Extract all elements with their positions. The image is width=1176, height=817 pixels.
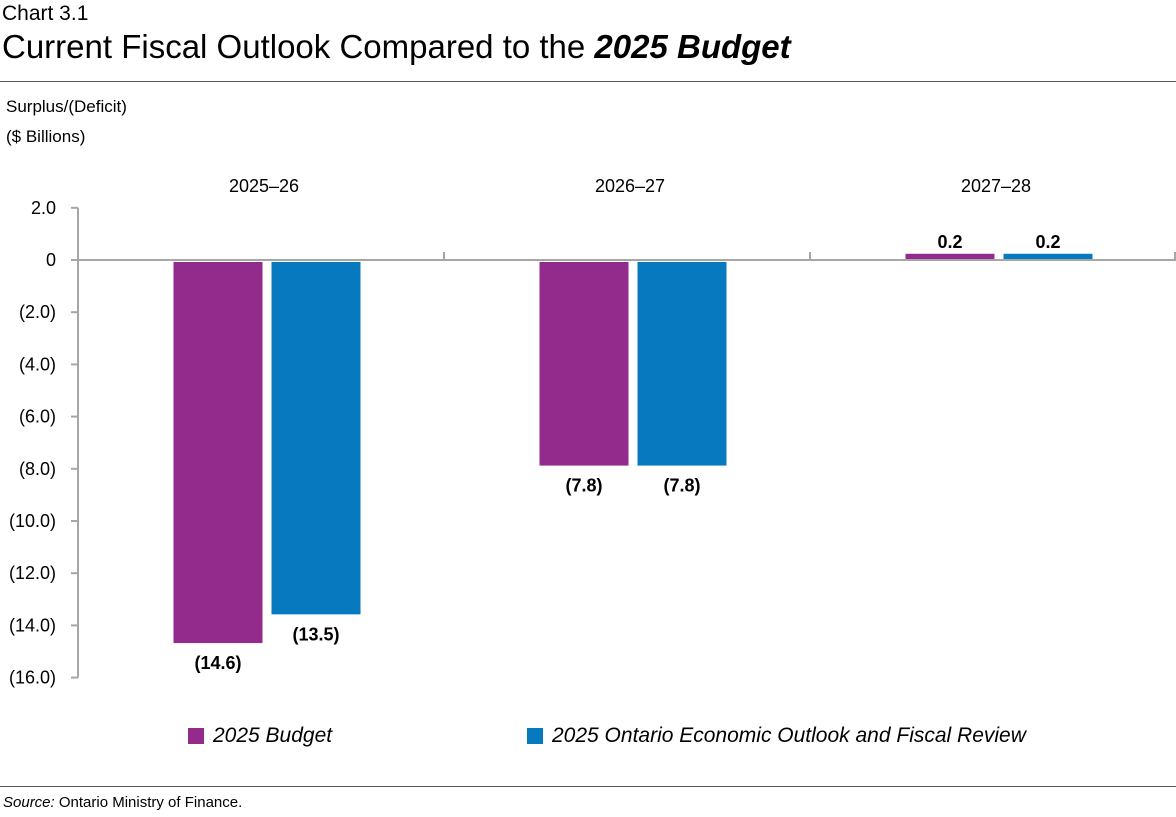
bar-fall-economic-statement bbox=[271, 262, 361, 615]
chart-label: Chart 3.1 bbox=[2, 2, 89, 25]
data-label: (13.5) bbox=[292, 624, 339, 644]
y-tick-label: (8.0) bbox=[19, 459, 56, 479]
bar-fall-economic-statement bbox=[1003, 253, 1093, 259]
bar-budget bbox=[905, 253, 995, 259]
y-tick-label: (10.0) bbox=[9, 511, 56, 531]
y-tick-label: 0 bbox=[46, 250, 56, 270]
source-note: Source: Ontario Ministry of Finance. bbox=[3, 794, 242, 811]
legend-item-budget: 2025 Budget bbox=[188, 724, 332, 748]
title-italic: 2025 Budget bbox=[594, 28, 791, 65]
y-tick-label: (4.0) bbox=[19, 354, 56, 374]
y-tick-label: (16.0) bbox=[9, 668, 56, 688]
source-rule bbox=[0, 786, 1176, 787]
legend-swatch-budget bbox=[188, 728, 204, 744]
bar-budget bbox=[173, 262, 263, 644]
y-tick-label: (14.0) bbox=[9, 615, 56, 635]
data-label: (7.8) bbox=[565, 476, 602, 496]
bar-budget bbox=[539, 262, 629, 466]
chart-title: Current Fiscal Outlook Compared to the 2… bbox=[2, 28, 791, 66]
title-main: Current Fiscal Outlook Compared to the bbox=[2, 28, 595, 65]
data-label: 0.2 bbox=[937, 232, 962, 252]
y-tick-label: (2.0) bbox=[19, 302, 56, 322]
data-label: (7.8) bbox=[663, 476, 700, 496]
legend-label-fall-economic-statement: 2025 Ontario Economic Outlook and Fiscal… bbox=[552, 724, 1026, 747]
source-text: Ontario Ministry of Finance. bbox=[54, 794, 243, 811]
bar-fall-economic-statement bbox=[637, 262, 727, 466]
title-rule bbox=[0, 81, 1176, 82]
y-axis-label-line1: Surplus/(Deficit) bbox=[6, 97, 127, 116]
source-label: Source: bbox=[3, 794, 55, 811]
data-label: (14.6) bbox=[194, 653, 241, 673]
y-tick-label: 2.0 bbox=[31, 198, 56, 218]
y-axis-label-line2: ($ Billions) bbox=[6, 127, 86, 146]
legend-label-budget: 2025 Budget bbox=[213, 724, 333, 747]
y-tick-label: (12.0) bbox=[9, 563, 56, 583]
legend-item-fall-economic-statement: 2025 Ontario Economic Outlook and Fiscal… bbox=[527, 724, 1026, 748]
category-label: 2026–27 bbox=[595, 176, 665, 196]
category-label: 2025–26 bbox=[229, 176, 299, 196]
category-label: 2027–28 bbox=[961, 176, 1031, 196]
y-tick-label: (6.0) bbox=[19, 407, 56, 427]
legend-swatch-fall-economic-statement bbox=[527, 728, 543, 744]
data-label: 0.2 bbox=[1035, 232, 1060, 252]
